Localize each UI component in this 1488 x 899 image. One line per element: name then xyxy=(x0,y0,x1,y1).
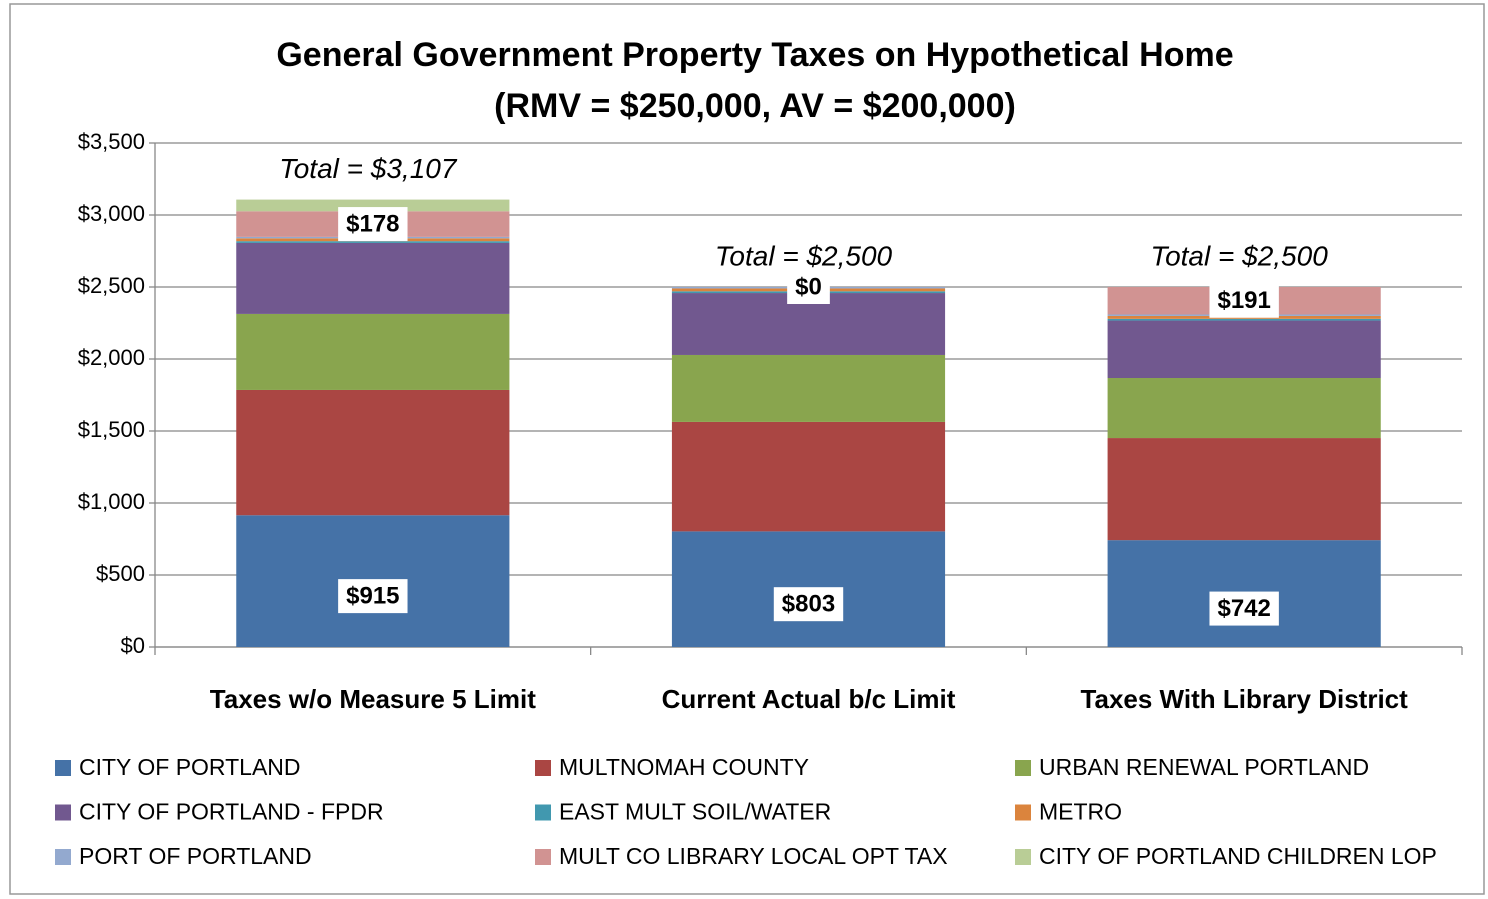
legend-label: MULTNOMAH COUNTY xyxy=(559,754,809,780)
y-tick-label: $2,500 xyxy=(78,273,145,298)
bar-segment xyxy=(236,241,510,243)
y-tick-label: $500 xyxy=(96,561,145,586)
legend-swatch xyxy=(55,849,71,865)
legend-label: CITY OF PORTLAND xyxy=(79,754,301,780)
value-label: $0 xyxy=(795,273,822,300)
legend-label: CITY OF PORTLAND CHILDREN LOP xyxy=(1039,843,1437,869)
y-tick-label: $2,000 xyxy=(78,345,145,370)
chart-subtitle: (RMV = $250,000, AV = $200,000) xyxy=(494,87,1016,125)
legend-label: PORT OF PORTLAND xyxy=(79,843,312,869)
bar-segment xyxy=(671,354,946,422)
total-annotation: Total = $2,500 xyxy=(715,240,893,271)
legend-swatch xyxy=(55,804,71,821)
total-annotation: Total = $3,107 xyxy=(279,153,458,184)
legend-swatch xyxy=(55,760,71,776)
bar-segment xyxy=(1107,378,1381,439)
x-tick-label: Taxes With Library District xyxy=(1081,684,1409,714)
y-tick-label: $3,500 xyxy=(78,129,145,154)
x-tick-label: Current Actual b/c Limit xyxy=(662,684,956,714)
legend-swatch xyxy=(535,760,551,776)
value-label-box xyxy=(338,579,408,614)
y-tick-label: $3,000 xyxy=(78,201,145,226)
total-annotation: Total = $2,500 xyxy=(1151,240,1329,271)
value-label: $803 xyxy=(782,591,835,618)
value-label-box xyxy=(773,587,844,622)
legend-label: MULT CO LIBRARY LOCAL OPT TAX xyxy=(559,843,948,869)
legend-label: CITY OF PORTLAND - FPDR xyxy=(79,799,384,825)
value-label: $191 xyxy=(1217,287,1270,314)
bar-segment xyxy=(1107,320,1381,379)
legend-label: EAST MULT SOIL/WATER xyxy=(559,799,831,825)
y-tick-label: $0 xyxy=(121,633,145,658)
chart-title: General Government Property Taxes on Hyp… xyxy=(276,36,1233,74)
value-label: $915 xyxy=(346,582,399,609)
legend-swatch xyxy=(1015,804,1031,821)
legend-label: URBAN RENEWAL PORTLAND xyxy=(1039,754,1369,780)
bar-segment xyxy=(236,389,510,516)
legend-label: METRO xyxy=(1039,799,1122,825)
value-label-box xyxy=(787,270,830,304)
legend-swatch xyxy=(535,804,551,821)
bar-segment xyxy=(236,313,510,390)
y-tick-label: $1,000 xyxy=(78,489,145,514)
bar-segment xyxy=(1107,318,1381,321)
value-label: $742 xyxy=(1217,595,1270,622)
bar-segment xyxy=(671,421,946,532)
legend-swatch xyxy=(1015,760,1031,776)
bar-segment xyxy=(236,199,510,212)
bar-segment xyxy=(236,242,510,314)
x-tick-label: Taxes w/o Measure 5 Limit xyxy=(210,684,536,714)
bar-segment xyxy=(1107,438,1381,541)
value-label-box xyxy=(1209,283,1279,318)
value-label-box xyxy=(338,207,408,242)
y-tick-label: $1,500 xyxy=(78,417,145,442)
legend-swatch xyxy=(535,849,551,865)
value-label-box xyxy=(1209,591,1279,626)
legend-swatch xyxy=(1015,849,1031,865)
value-label: $178 xyxy=(346,210,399,237)
